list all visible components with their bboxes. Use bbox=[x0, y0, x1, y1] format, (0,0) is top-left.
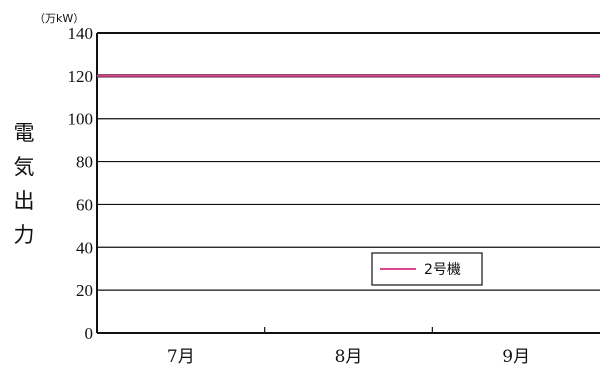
y-tick-label: 40 bbox=[76, 238, 93, 257]
y-tick-label: 60 bbox=[76, 195, 93, 214]
legend: 2号機 bbox=[371, 252, 483, 286]
y-axis-label-char: 出 bbox=[14, 189, 35, 213]
axes bbox=[96, 32, 600, 334]
legend-entry-label: 2号機 bbox=[424, 262, 461, 278]
x-category-label: 8月 bbox=[335, 347, 363, 367]
x-category-labels: 7月 8月 9月 bbox=[167, 347, 530, 367]
y-tick-labels: 0 20 40 60 80 100 120 140 bbox=[68, 24, 94, 343]
y-tick-label: 0 bbox=[85, 324, 94, 343]
y-unit-label: （万kW） bbox=[34, 12, 84, 25]
y-axis-label-char: 電 bbox=[14, 121, 35, 145]
x-category-label: 7月 bbox=[167, 347, 195, 367]
y-tick-label: 140 bbox=[68, 24, 94, 43]
y-tick-label: 120 bbox=[68, 67, 94, 86]
y-axis-label-char: 気 bbox=[14, 155, 35, 179]
y-tick-label: 20 bbox=[76, 281, 93, 300]
y-axis-label-char: 力 bbox=[14, 223, 35, 247]
y-tick-label: 100 bbox=[68, 110, 94, 129]
x-category-label: 9月 bbox=[502, 347, 530, 367]
grid-lines bbox=[97, 32, 600, 291]
y-tick-label: 80 bbox=[76, 153, 93, 172]
